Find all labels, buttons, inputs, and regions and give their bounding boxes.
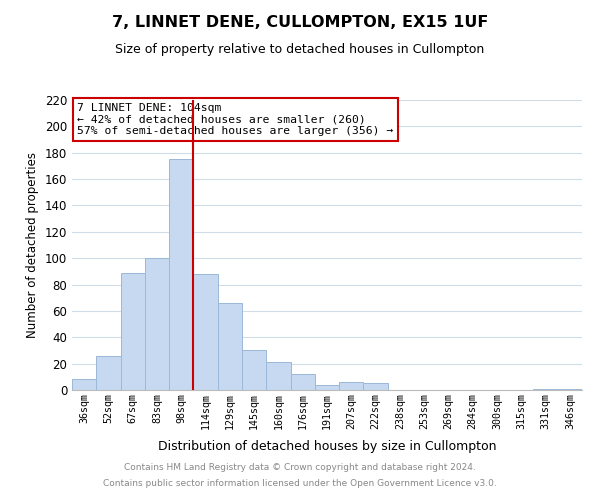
Bar	[558, 388, 582, 390]
Text: Size of property relative to detached houses in Cullompton: Size of property relative to detached ho…	[115, 42, 485, 56]
Bar	[169, 160, 193, 390]
Y-axis label: Number of detached properties: Number of detached properties	[26, 152, 39, 338]
Text: Contains public sector information licensed under the Open Government Licence v3: Contains public sector information licen…	[103, 478, 497, 488]
Bar	[145, 258, 169, 390]
Bar	[290, 374, 315, 390]
Bar	[242, 350, 266, 390]
Bar	[364, 384, 388, 390]
Text: 7, LINNET DENE, CULLOMPTON, EX15 1UF: 7, LINNET DENE, CULLOMPTON, EX15 1UF	[112, 15, 488, 30]
X-axis label: Distribution of detached houses by size in Cullompton: Distribution of detached houses by size …	[158, 440, 496, 453]
Bar	[533, 388, 558, 390]
Text: Contains HM Land Registry data © Crown copyright and database right 2024.: Contains HM Land Registry data © Crown c…	[124, 464, 476, 472]
Bar	[339, 382, 364, 390]
Bar	[218, 303, 242, 390]
Bar	[266, 362, 290, 390]
Text: 7 LINNET DENE: 104sqm
← 42% of detached houses are smaller (260)
57% of semi-det: 7 LINNET DENE: 104sqm ← 42% of detached …	[77, 103, 394, 136]
Bar	[315, 384, 339, 390]
Bar	[121, 272, 145, 390]
Bar	[96, 356, 121, 390]
Bar	[72, 380, 96, 390]
Bar	[193, 274, 218, 390]
